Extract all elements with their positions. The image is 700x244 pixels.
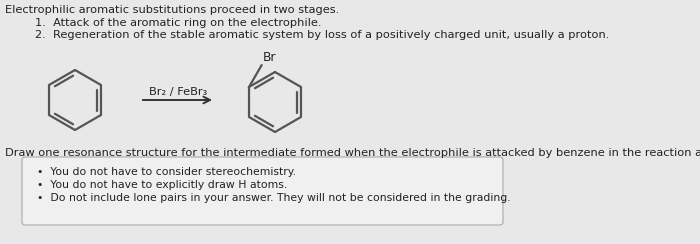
Text: 2.  Regeneration of the stable aromatic system by loss of a positively charged u: 2. Regeneration of the stable aromatic s… (35, 30, 610, 40)
Text: •  You do not have to consider stereochemistry.: • You do not have to consider stereochem… (37, 167, 296, 177)
Text: Draw one resonance structure for the intermediate formed when the electrophile i: Draw one resonance structure for the int… (5, 148, 700, 158)
Text: Electrophilic aromatic substitutions proceed in two stages.: Electrophilic aromatic substitutions pro… (5, 5, 339, 15)
Text: Br: Br (262, 51, 276, 64)
Text: Br₂ / FeBr₃: Br₂ / FeBr₃ (149, 87, 207, 97)
Text: •  You do not have to explicitly draw H atoms.: • You do not have to explicitly draw H a… (37, 180, 287, 190)
Text: 1.  Attack of the aromatic ring on the electrophile.: 1. Attack of the aromatic ring on the el… (35, 18, 321, 28)
FancyBboxPatch shape (22, 157, 503, 225)
Text: •  Do not include lone pairs in your answer. They will not be considered in the : • Do not include lone pairs in your answ… (37, 193, 510, 203)
